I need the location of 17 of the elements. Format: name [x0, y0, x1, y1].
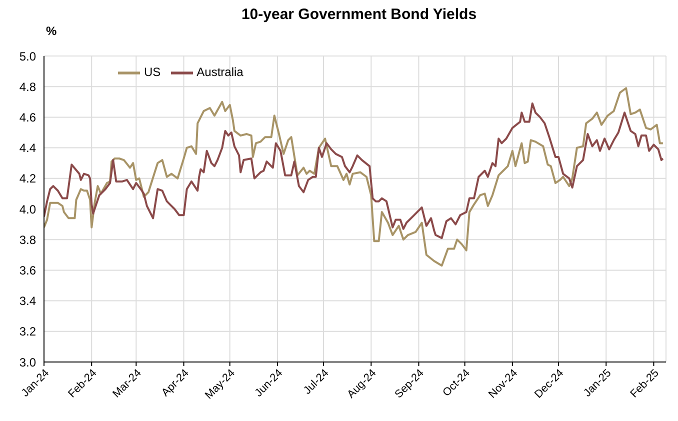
- y-tick-label: 4.6: [19, 110, 36, 124]
- y-tick-label: 3.0: [19, 355, 36, 370]
- line-series: [44, 102, 664, 240]
- y-tick-label: 5.0: [19, 49, 36, 64]
- y-tick-label: 3.2: [19, 324, 36, 339]
- y-tick-label: 4.8: [19, 80, 36, 94]
- chart-title: 10-year Government Bond Yields: [240, 6, 478, 23]
- legend-label: US: [144, 65, 161, 80]
- y-tick-label: 3.8: [19, 232, 36, 247]
- y-tick-label: 3.6: [19, 263, 36, 278]
- y-axis-title: %: [46, 24, 57, 38]
- y-tick-label: 4.0: [19, 202, 36, 216]
- y-tick-label: 4.4: [19, 141, 36, 156]
- y-tick-label: 4.2: [19, 172, 36, 186]
- line-series: [44, 87, 664, 267]
- y-tick-label: 3.4: [19, 294, 36, 308]
- legend-label: Australia: [196, 65, 244, 80]
